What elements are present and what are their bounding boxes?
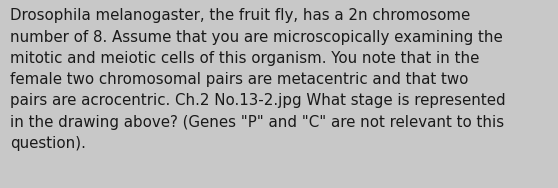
- Text: Drosophila melanogaster, the fruit fly, has a 2n chromosome
number of 8. Assume : Drosophila melanogaster, the fruit fly, …: [10, 8, 506, 151]
